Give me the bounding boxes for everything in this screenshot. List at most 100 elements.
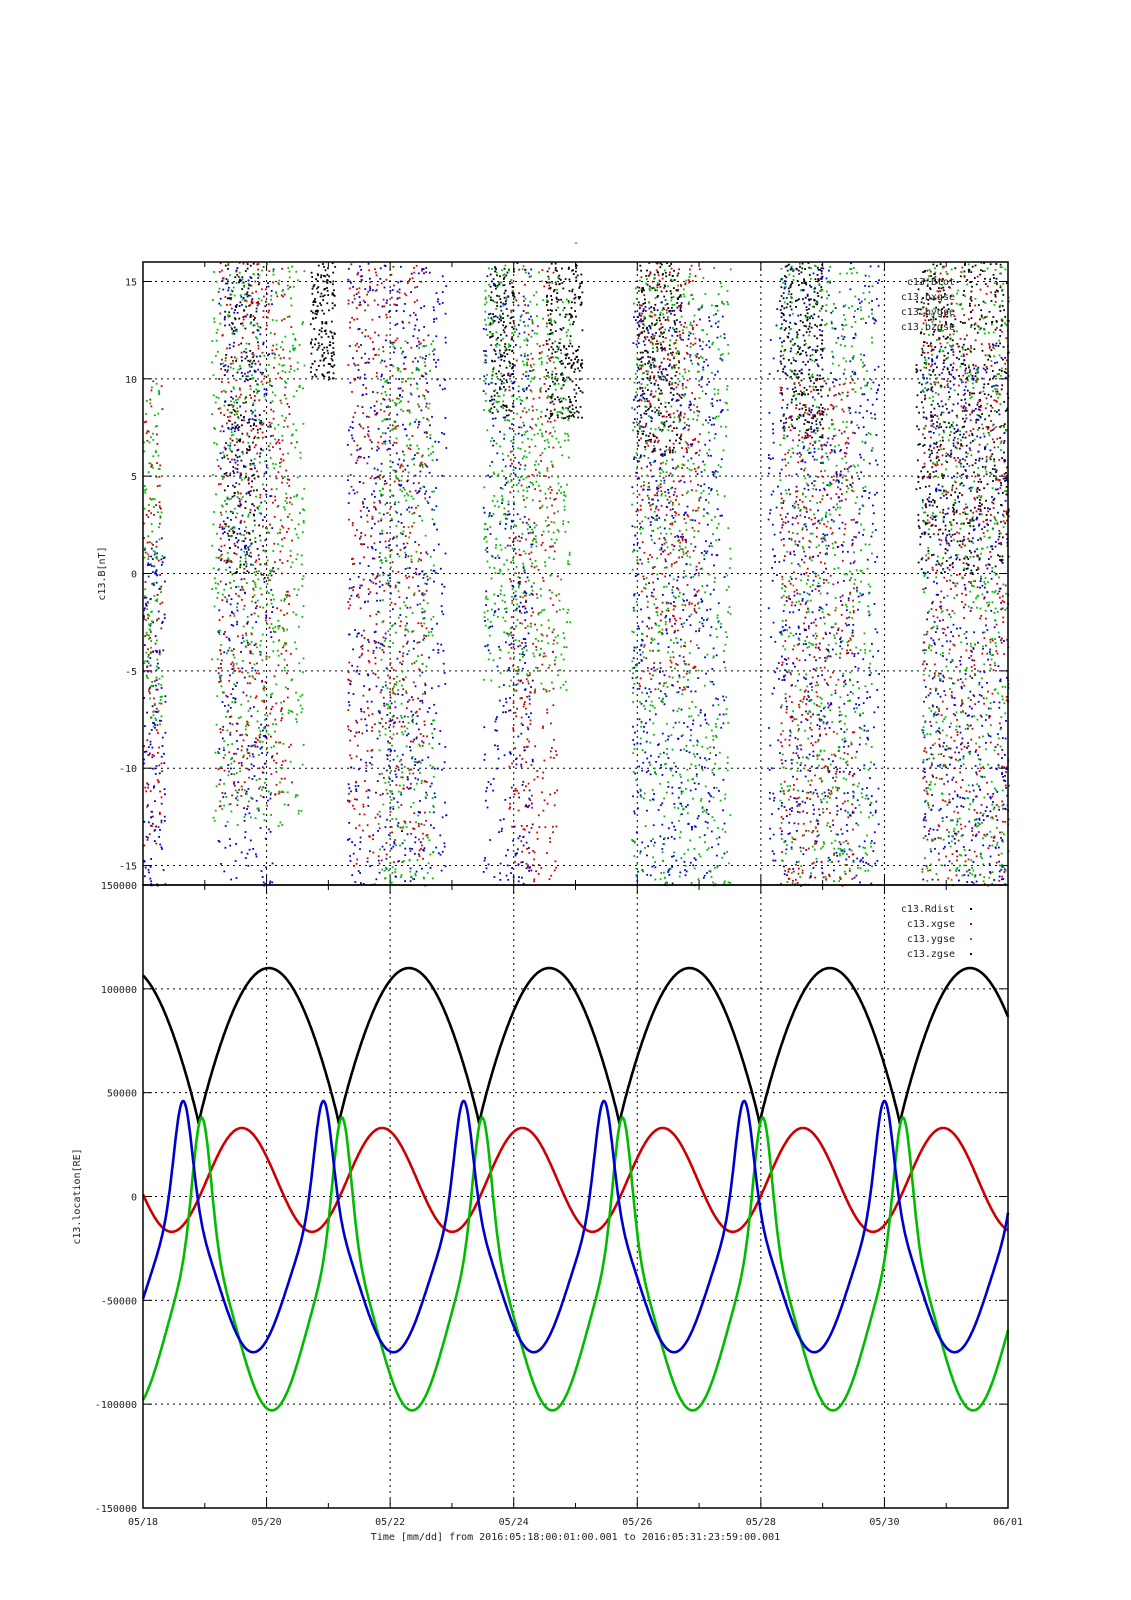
data-point (393, 861, 395, 864)
data-point (673, 427, 675, 430)
data-point (942, 289, 945, 292)
data-point (160, 585, 163, 588)
data-point (677, 367, 680, 369)
data-point (417, 825, 420, 827)
data-point (261, 351, 264, 354)
data-point (529, 389, 532, 392)
data-point (412, 827, 414, 830)
data-point (538, 654, 541, 657)
data-point (638, 493, 641, 496)
data-point (143, 421, 146, 424)
data-point (383, 305, 386, 308)
data-point (986, 483, 989, 486)
data-point (784, 674, 787, 677)
data-point (669, 666, 672, 668)
data-point (1008, 351, 1010, 354)
data-point (646, 326, 648, 329)
data-point (579, 296, 582, 298)
data-point (667, 425, 670, 428)
data-point (684, 282, 687, 285)
data-point (646, 336, 649, 338)
data-point (221, 334, 224, 337)
data-point (962, 407, 965, 409)
data-point (784, 522, 787, 524)
data-point (328, 371, 331, 374)
data-point (656, 436, 658, 439)
data-point (326, 346, 328, 349)
data-point (554, 860, 557, 863)
data-point (249, 538, 252, 541)
data-point (970, 347, 972, 350)
data-point (424, 497, 427, 500)
data-point (410, 782, 412, 785)
data-point (562, 327, 565, 329)
data-point (827, 655, 830, 657)
data-point (510, 561, 513, 564)
data-point (241, 788, 244, 791)
data-point (500, 319, 502, 322)
data-point (286, 560, 289, 562)
data-point (332, 271, 335, 274)
data-point (969, 572, 972, 575)
data-point (375, 613, 378, 616)
data-point (795, 300, 797, 302)
data-point (930, 350, 933, 352)
data-point (288, 479, 291, 481)
data-point (512, 381, 515, 384)
data-point (232, 466, 235, 468)
data-point (950, 348, 953, 351)
data-point (512, 664, 514, 667)
data-point (656, 296, 659, 298)
data-point (650, 508, 652, 511)
data-point (842, 410, 845, 413)
data-point (330, 320, 333, 323)
data-point (240, 749, 243, 752)
data-point (936, 569, 938, 572)
data-point (814, 522, 816, 525)
data-point (251, 353, 254, 355)
data-point (521, 850, 523, 853)
data-point (494, 287, 497, 290)
data-point (929, 516, 932, 519)
data-point (675, 339, 678, 342)
data-point (668, 675, 671, 678)
data-point (388, 311, 390, 313)
data-point (985, 371, 988, 374)
data-point (273, 516, 276, 518)
data-point (999, 559, 1001, 561)
data-point (575, 406, 577, 409)
data-point (516, 789, 518, 792)
data-point (515, 689, 518, 692)
data-point (385, 722, 387, 724)
data-point (532, 409, 534, 412)
data-point (425, 271, 427, 274)
data-point (564, 366, 567, 369)
data-point (581, 391, 584, 394)
data-point (652, 581, 654, 584)
data-point (640, 269, 642, 272)
data-point (948, 869, 951, 872)
data-point (993, 277, 995, 279)
data-point (682, 339, 684, 341)
data-point (549, 491, 552, 494)
data-point (675, 619, 677, 622)
data-point (659, 486, 662, 489)
data-point (638, 460, 641, 463)
data-point (790, 401, 793, 404)
data-point (645, 440, 647, 442)
data-point (272, 501, 274, 504)
data-point (316, 311, 319, 313)
data-point (219, 483, 222, 485)
data-point (934, 519, 937, 521)
data-point (697, 572, 700, 575)
data-point (671, 430, 674, 432)
data-point (366, 433, 369, 436)
data-point (964, 603, 967, 606)
data-point (988, 310, 991, 313)
data-point (570, 307, 573, 309)
data-point (1001, 457, 1003, 459)
data-point (248, 776, 251, 779)
data-point (240, 342, 243, 345)
data-point (673, 320, 676, 322)
data-point (511, 326, 514, 329)
